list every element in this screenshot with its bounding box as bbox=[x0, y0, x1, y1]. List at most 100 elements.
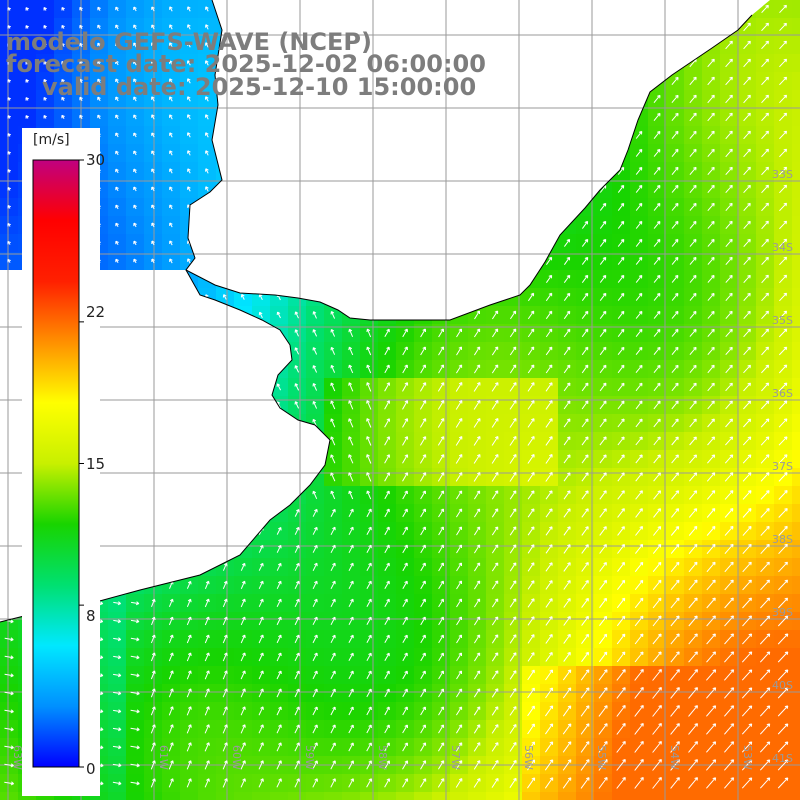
wind-arrow bbox=[527, 616, 535, 626]
wind-arrow bbox=[761, 328, 769, 338]
wind-arrow bbox=[240, 778, 246, 788]
wind-arrow bbox=[563, 400, 571, 410]
wind-arrow bbox=[635, 166, 643, 175]
wind-arrow bbox=[526, 777, 536, 789]
wind-arrow bbox=[384, 508, 390, 518]
wind-arrow bbox=[258, 688, 264, 698]
wind-arrow bbox=[168, 688, 174, 698]
wind-arrow bbox=[707, 202, 715, 212]
wind-arrow bbox=[706, 705, 717, 717]
wind-arrow bbox=[43, 115, 47, 119]
wind-arrow bbox=[366, 472, 372, 482]
wind-arrow bbox=[562, 705, 572, 717]
wind-arrow bbox=[743, 364, 751, 374]
wind-arrow bbox=[276, 383, 282, 391]
wind-cell bbox=[792, 648, 800, 666]
wind-arrow bbox=[581, 292, 589, 301]
wind-arrow bbox=[276, 652, 282, 662]
wind-arrow bbox=[130, 727, 140, 732]
wind-cell bbox=[270, 792, 288, 800]
wind-arrow bbox=[688, 687, 698, 699]
wind-arrow bbox=[616, 597, 626, 609]
wind-arrow bbox=[743, 310, 751, 320]
wind-arrow bbox=[455, 742, 463, 752]
wind-cell bbox=[792, 450, 800, 468]
wind-arrow bbox=[491, 760, 499, 770]
wind-arrow bbox=[491, 508, 499, 518]
wind-arrow bbox=[204, 760, 210, 770]
wind-arrow bbox=[294, 311, 299, 319]
wind-arrow bbox=[491, 382, 499, 392]
wind-arrow bbox=[133, 132, 137, 138]
wind-arrow bbox=[205, 96, 209, 102]
wind-arrow bbox=[455, 436, 463, 446]
wind-arrow bbox=[653, 472, 661, 482]
wind-arrow bbox=[706, 651, 716, 663]
wind-arrow bbox=[151, 204, 155, 210]
wind-arrow bbox=[294, 401, 300, 409]
wind-arrow bbox=[706, 777, 717, 789]
wind-arrow bbox=[616, 759, 626, 771]
wind-arrow bbox=[204, 742, 210, 752]
colorbar-tick-0: 0 bbox=[86, 760, 96, 778]
wind-arrow bbox=[742, 472, 752, 482]
wind-arrow bbox=[438, 508, 445, 518]
wind-arrow bbox=[240, 562, 246, 571]
wind-arrow bbox=[599, 579, 607, 590]
wind-cell bbox=[792, 432, 800, 450]
wind-arrow bbox=[688, 669, 698, 681]
wind-arrow bbox=[653, 364, 661, 374]
wind-arrow bbox=[25, 79, 29, 83]
wind-arrow bbox=[545, 580, 553, 590]
wind-arrow bbox=[527, 759, 535, 771]
wind-arrow bbox=[778, 418, 788, 428]
wind-cell bbox=[792, 108, 800, 126]
wind-arrow bbox=[204, 724, 210, 734]
wind-arrow bbox=[437, 778, 445, 788]
wind-arrow bbox=[779, 58, 788, 68]
coastline-uruguay bbox=[185, 0, 753, 321]
wind-arrow bbox=[7, 97, 11, 101]
wind-arrow bbox=[527, 382, 535, 392]
wind-arrow bbox=[456, 652, 462, 662]
wind-arrow bbox=[366, 346, 372, 356]
wind-arrow bbox=[581, 400, 589, 410]
wind-arrow bbox=[294, 688, 300, 698]
wind-arrow bbox=[7, 133, 11, 137]
wind-arrow bbox=[402, 562, 408, 572]
wind-arrow bbox=[384, 436, 390, 446]
wind-arrow bbox=[366, 652, 372, 662]
wind-arrow bbox=[312, 329, 318, 337]
wind-arrow bbox=[634, 705, 644, 717]
wind-arrow bbox=[689, 346, 697, 356]
wind-arrow bbox=[276, 742, 282, 752]
wind-arrow bbox=[635, 130, 643, 139]
wind-arrow bbox=[97, 78, 101, 84]
wind-arrow bbox=[634, 597, 644, 609]
wind-arrow bbox=[653, 220, 661, 229]
wind-arrow bbox=[635, 220, 643, 229]
wind-arrow bbox=[617, 382, 625, 392]
coastline-argentina bbox=[0, 269, 331, 623]
wind-arrow bbox=[707, 94, 715, 104]
wind-arrow bbox=[544, 741, 554, 753]
wind-arrow bbox=[456, 616, 462, 626]
wind-arrow bbox=[169, 24, 173, 30]
wind-arrow bbox=[150, 778, 156, 788]
wind-arrow bbox=[348, 598, 354, 608]
wind-arrow bbox=[778, 561, 788, 573]
wind-arrow bbox=[725, 436, 734, 446]
wind-arrow bbox=[545, 418, 553, 428]
wind-arrow bbox=[186, 634, 192, 644]
wind-arrow bbox=[131, 601, 140, 606]
wind-arrow bbox=[761, 148, 769, 158]
wind-arrow bbox=[635, 400, 643, 410]
wind-arrow bbox=[635, 543, 644, 554]
wind-arrow bbox=[187, 150, 191, 156]
wind-arrow bbox=[706, 723, 717, 735]
wind-arrow bbox=[186, 580, 192, 589]
wind-arrow bbox=[348, 472, 354, 482]
wind-arrow bbox=[473, 742, 481, 752]
wind-arrow bbox=[563, 544, 571, 554]
